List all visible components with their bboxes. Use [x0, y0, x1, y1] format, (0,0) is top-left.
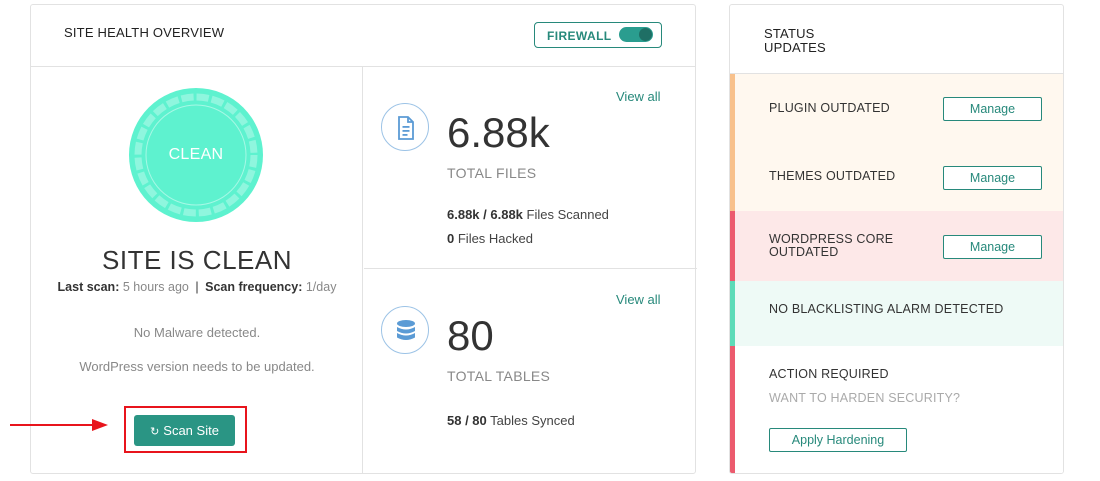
tables-view-all-link[interactable]: View all	[616, 292, 661, 307]
scan-frequency-value: 1/day	[305, 280, 337, 294]
firewall-switch-knob	[639, 28, 652, 41]
scan-frequency-label: Scan frequency:	[205, 280, 303, 294]
site-status-title: SITE IS CLEAN	[102, 245, 292, 275]
action-required-label: ACTION REQUIRED	[769, 367, 889, 381]
status-bar-action	[730, 346, 735, 473]
files-hacked-count: 0	[447, 231, 455, 246]
status-row-outdated: PLUGIN OUTDATED Manage THEMES OUTDATED M…	[730, 74, 1063, 211]
wordpress-message: WordPress version needs to be updated.	[79, 359, 315, 374]
themes-outdated-label: THEMES OUTDATED	[769, 169, 896, 183]
core-outdated-label: WORDPRESS CORE OUTDATED	[769, 232, 894, 259]
status-updates-title: STATUS UPDATES	[764, 26, 826, 55]
blacklist-label: NO BLACKLISTING ALARM DETECTED	[769, 302, 1004, 316]
firewall-switch[interactable]	[619, 27, 653, 42]
status-row-action: ACTION REQUIRED WANT TO HARDEN SECURITY?…	[730, 346, 1063, 473]
status-updates-header: STATUS UPDATES	[730, 5, 1063, 74]
firewall-label: FIREWALL	[547, 29, 612, 43]
last-scan-value: 5 hours ago	[122, 280, 189, 294]
site-status-column: CLEAN SITE IS CLEAN Last scan: 5 hours a…	[31, 67, 363, 473]
status-bar-ok	[730, 281, 735, 346]
status-ring-text: CLEAN	[168, 146, 224, 163]
total-files-label: TOTAL FILES	[447, 165, 537, 181]
pointer-arrow-icon	[10, 419, 108, 431]
status-bar-danger	[730, 211, 735, 281]
site-health-header: SITE HEALTH OVERVIEW FIREWALL	[31, 5, 695, 67]
tables-synced-text: Tables Synced	[490, 413, 575, 428]
files-scanned-text: Files Scanned	[526, 207, 609, 222]
site-health-panel: SITE HEALTH OVERVIEW FIREWALL CLEAN SITE…	[30, 4, 697, 474]
total-tables-block: View all 80 TOTAL TABLES 58 / 80 Tables …	[364, 270, 697, 473]
status-row-blacklist: NO BLACKLISTING ALARM DETECTED	[730, 281, 1063, 346]
status-row-core: WORDPRESS CORE OUTDATED Manage	[730, 211, 1063, 281]
tables-synced-count: 58 / 80	[447, 413, 487, 428]
last-scan-label: Last scan:	[57, 280, 120, 294]
files-hacked-line: 0 Files Hacked	[447, 231, 533, 246]
plugin-manage-button[interactable]: Manage	[943, 97, 1042, 121]
site-health-title: SITE HEALTH OVERVIEW	[64, 25, 225, 40]
firewall-toggle[interactable]: FIREWALL	[534, 22, 662, 48]
files-hacked-text: Files Hacked	[457, 231, 533, 246]
plugin-outdated-label: PLUGIN OUTDATED	[769, 101, 890, 115]
core-manage-button[interactable]: Manage	[943, 235, 1042, 259]
scan-site-button[interactable]: ↻ Scan Site	[134, 415, 235, 446]
refresh-icon: ↻	[150, 426, 160, 438]
status-ring-graphic	[129, 88, 263, 222]
scan-button-highlight	[124, 406, 247, 453]
document-icon	[381, 103, 429, 151]
files-scanned-count: 6.88k / 6.88k	[447, 207, 523, 222]
scan-meta-separator: |	[195, 280, 199, 294]
malware-message: No Malware detected.	[133, 325, 261, 340]
apply-hardening-button[interactable]: Apply Hardening	[769, 428, 907, 452]
total-tables-value: 80	[447, 312, 494, 359]
tables-synced-line: 58 / 80 Tables Synced	[447, 413, 575, 428]
status-bar-warning	[730, 74, 735, 211]
scan-site-label: Scan Site	[163, 423, 219, 438]
files-view-all-link[interactable]: View all	[616, 89, 661, 104]
total-files-value: 6.88k	[447, 109, 550, 156]
scan-meta: Last scan: 5 hours ago | Scan frequency:…	[31, 280, 363, 294]
total-tables-label: TOTAL TABLES	[447, 368, 551, 384]
harden-security-label: WANT TO HARDEN SECURITY?	[769, 391, 961, 405]
database-icon	[381, 306, 429, 354]
total-files-block: View all 6.88k TOTAL FILES 6.88k / 6.88k…	[364, 67, 697, 269]
status-updates-panel: STATUS UPDATES PLUGIN OUTDATED Manage TH…	[729, 4, 1064, 474]
themes-manage-button[interactable]: Manage	[943, 166, 1042, 190]
files-scanned-line: 6.88k / 6.88k Files Scanned	[447, 207, 609, 222]
status-ring: CLEAN	[129, 88, 263, 222]
